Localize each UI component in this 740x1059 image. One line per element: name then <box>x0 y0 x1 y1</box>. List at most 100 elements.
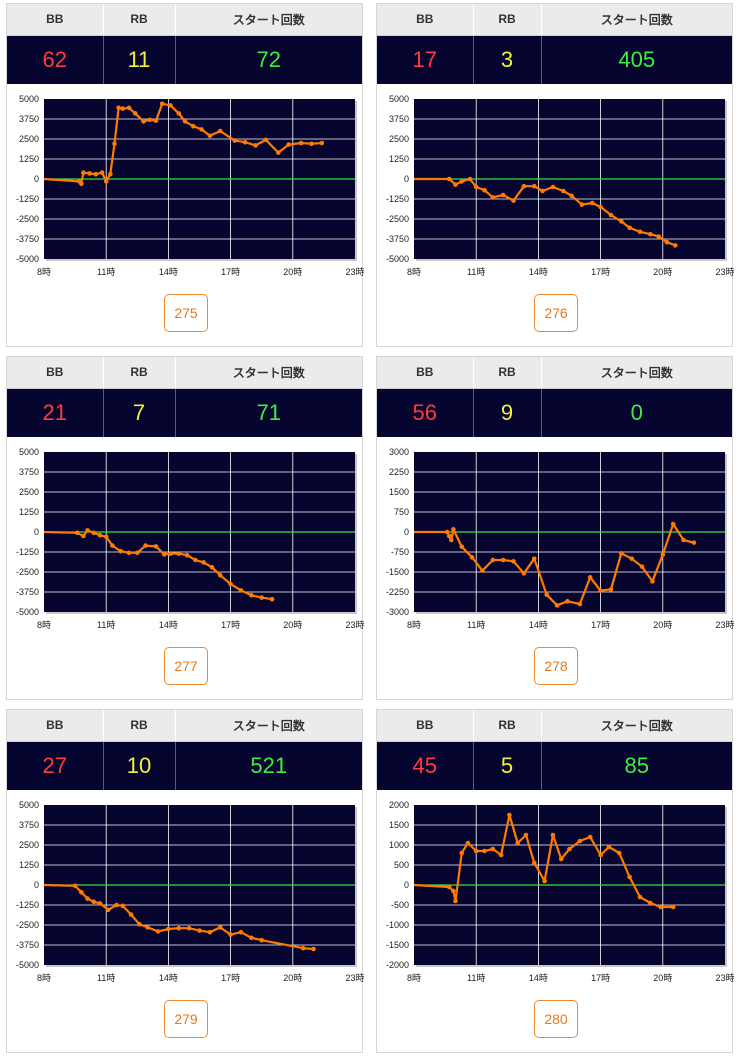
data-point <box>587 834 593 840</box>
y-tick-label: 750 <box>394 507 409 517</box>
data-point <box>656 234 661 239</box>
data-point <box>207 133 213 139</box>
data-point <box>606 844 612 850</box>
data-point <box>616 850 622 856</box>
data-point <box>459 179 464 184</box>
data-point <box>259 595 264 600</box>
data-point <box>554 603 560 608</box>
y-tick-label: 5000 <box>19 94 39 104</box>
data-point <box>153 118 159 123</box>
data-point <box>648 231 653 237</box>
machine-number-button[interactable]: 275 <box>164 294 208 332</box>
series-line <box>414 522 695 607</box>
data-point <box>114 902 119 908</box>
rb-header: RB <box>473 710 542 742</box>
x-tick-label: 8時 <box>407 620 421 630</box>
y-tick-label: 3750 <box>19 467 39 477</box>
y-tick-label: -2000 <box>386 960 409 970</box>
data-point <box>521 571 527 576</box>
slump-chart: 5000 3750 2500 1250 0 -1250 -2500 -3750 -5000 8時 1… <box>16 800 365 983</box>
data-point <box>87 171 92 176</box>
data-point <box>672 243 678 248</box>
y-tick-label: 0 <box>404 174 409 184</box>
x-tick-label: 23時 <box>345 267 364 277</box>
rb-header: RB <box>103 357 176 389</box>
y-tick-label: -3750 <box>16 587 39 597</box>
data-point <box>253 143 258 148</box>
start-count-header: スタート回数 <box>541 710 732 742</box>
y-tick-label: -3000 <box>386 607 409 617</box>
data-point <box>459 850 464 856</box>
data-point <box>608 587 614 592</box>
y-tick-label: -2500 <box>16 920 39 930</box>
data-point <box>209 564 215 570</box>
data-point <box>176 925 182 931</box>
data-point <box>500 192 506 198</box>
data-point <box>141 119 146 124</box>
data-point <box>627 225 632 231</box>
machine-number-button[interactable]: 279 <box>164 1000 208 1038</box>
slump-chart: 5000 3750 2500 1250 0 -1250 -2500 -3750 -5000 8時 1… <box>16 447 365 630</box>
data-point <box>249 592 254 598</box>
y-tick-label: -1250 <box>16 194 39 204</box>
data-point <box>120 106 126 111</box>
data-point <box>670 521 676 527</box>
data-point <box>105 907 111 913</box>
data-point <box>79 889 84 895</box>
slump-chart: 2000 1500 1000 500 0 -500 -1000 -1500 -2000 8時 11時… <box>386 800 735 983</box>
y-tick-label: 500 <box>394 860 409 870</box>
data-point <box>639 564 645 569</box>
start-count-header: スタート回数 <box>541 357 732 389</box>
stats-table: BB RB スタート回数 21 7 71 <box>7 357 362 437</box>
data-point <box>199 127 204 132</box>
x-tick-label: 11時 <box>467 267 485 277</box>
y-tick-label: 3750 <box>19 114 39 124</box>
rb-value: 3 <box>473 35 542 84</box>
data-point <box>637 894 643 900</box>
data-point <box>232 138 238 143</box>
y-tick-label: -5000 <box>16 960 39 970</box>
data-point <box>159 101 165 107</box>
data-point <box>565 599 570 604</box>
data-point <box>168 103 173 108</box>
machine-card: BB RB スタート回数 27 10 521 5000 3750 2500 1250 0 -1250 -… <box>6 709 365 1053</box>
y-tick-label: -1250 <box>16 900 39 910</box>
data-point <box>453 182 458 187</box>
x-tick-label: 8時 <box>407 973 421 983</box>
x-tick-label: 23時 <box>345 620 364 630</box>
data-point <box>143 543 148 548</box>
machine-number-button[interactable]: 278 <box>534 647 578 685</box>
bb-value: 62 <box>7 35 104 84</box>
y-tick-label: -1000 <box>386 920 409 930</box>
bb-header: BB <box>7 4 104 36</box>
data-point <box>465 840 471 846</box>
machine-number-button[interactable]: 276 <box>534 294 578 332</box>
data-point <box>531 183 537 189</box>
rb-header: RB <box>473 4 542 36</box>
rb-value: 5 <box>473 741 542 790</box>
data-point <box>97 901 103 906</box>
rb-value: 9 <box>473 388 542 437</box>
data-point <box>145 925 150 930</box>
y-tick-label: 0 <box>34 527 39 537</box>
machine-number-button[interactable]: 280 <box>534 1000 578 1038</box>
start-count-value: 71 <box>175 388 362 437</box>
y-tick-label: 1250 <box>19 860 39 870</box>
bb-header: BB <box>377 357 474 389</box>
machine-card: BB RB スタート回数 62 11 72 5000 3750 2500 1250 0 -1250 -2… <box>6 3 365 347</box>
y-tick-label: -1250 <box>386 194 409 204</box>
data-point <box>182 119 188 124</box>
data-point <box>648 900 653 906</box>
start-count-value: 0 <box>541 388 732 437</box>
machine-number-button[interactable]: 277 <box>164 647 208 685</box>
x-tick-label: 11時 <box>97 267 115 277</box>
machine-card: BB RB スタート回数 56 9 0 3000 2250 1500 750 0 -750 -1500-… <box>376 356 735 700</box>
x-tick-label: 8時 <box>37 267 51 277</box>
y-tick-label: -5000 <box>16 254 39 264</box>
data-point <box>155 929 161 934</box>
data-point <box>176 551 182 556</box>
data-point <box>93 171 99 177</box>
y-tick-label: 1500 <box>389 487 409 497</box>
data-point <box>608 212 614 218</box>
data-point <box>446 884 452 890</box>
